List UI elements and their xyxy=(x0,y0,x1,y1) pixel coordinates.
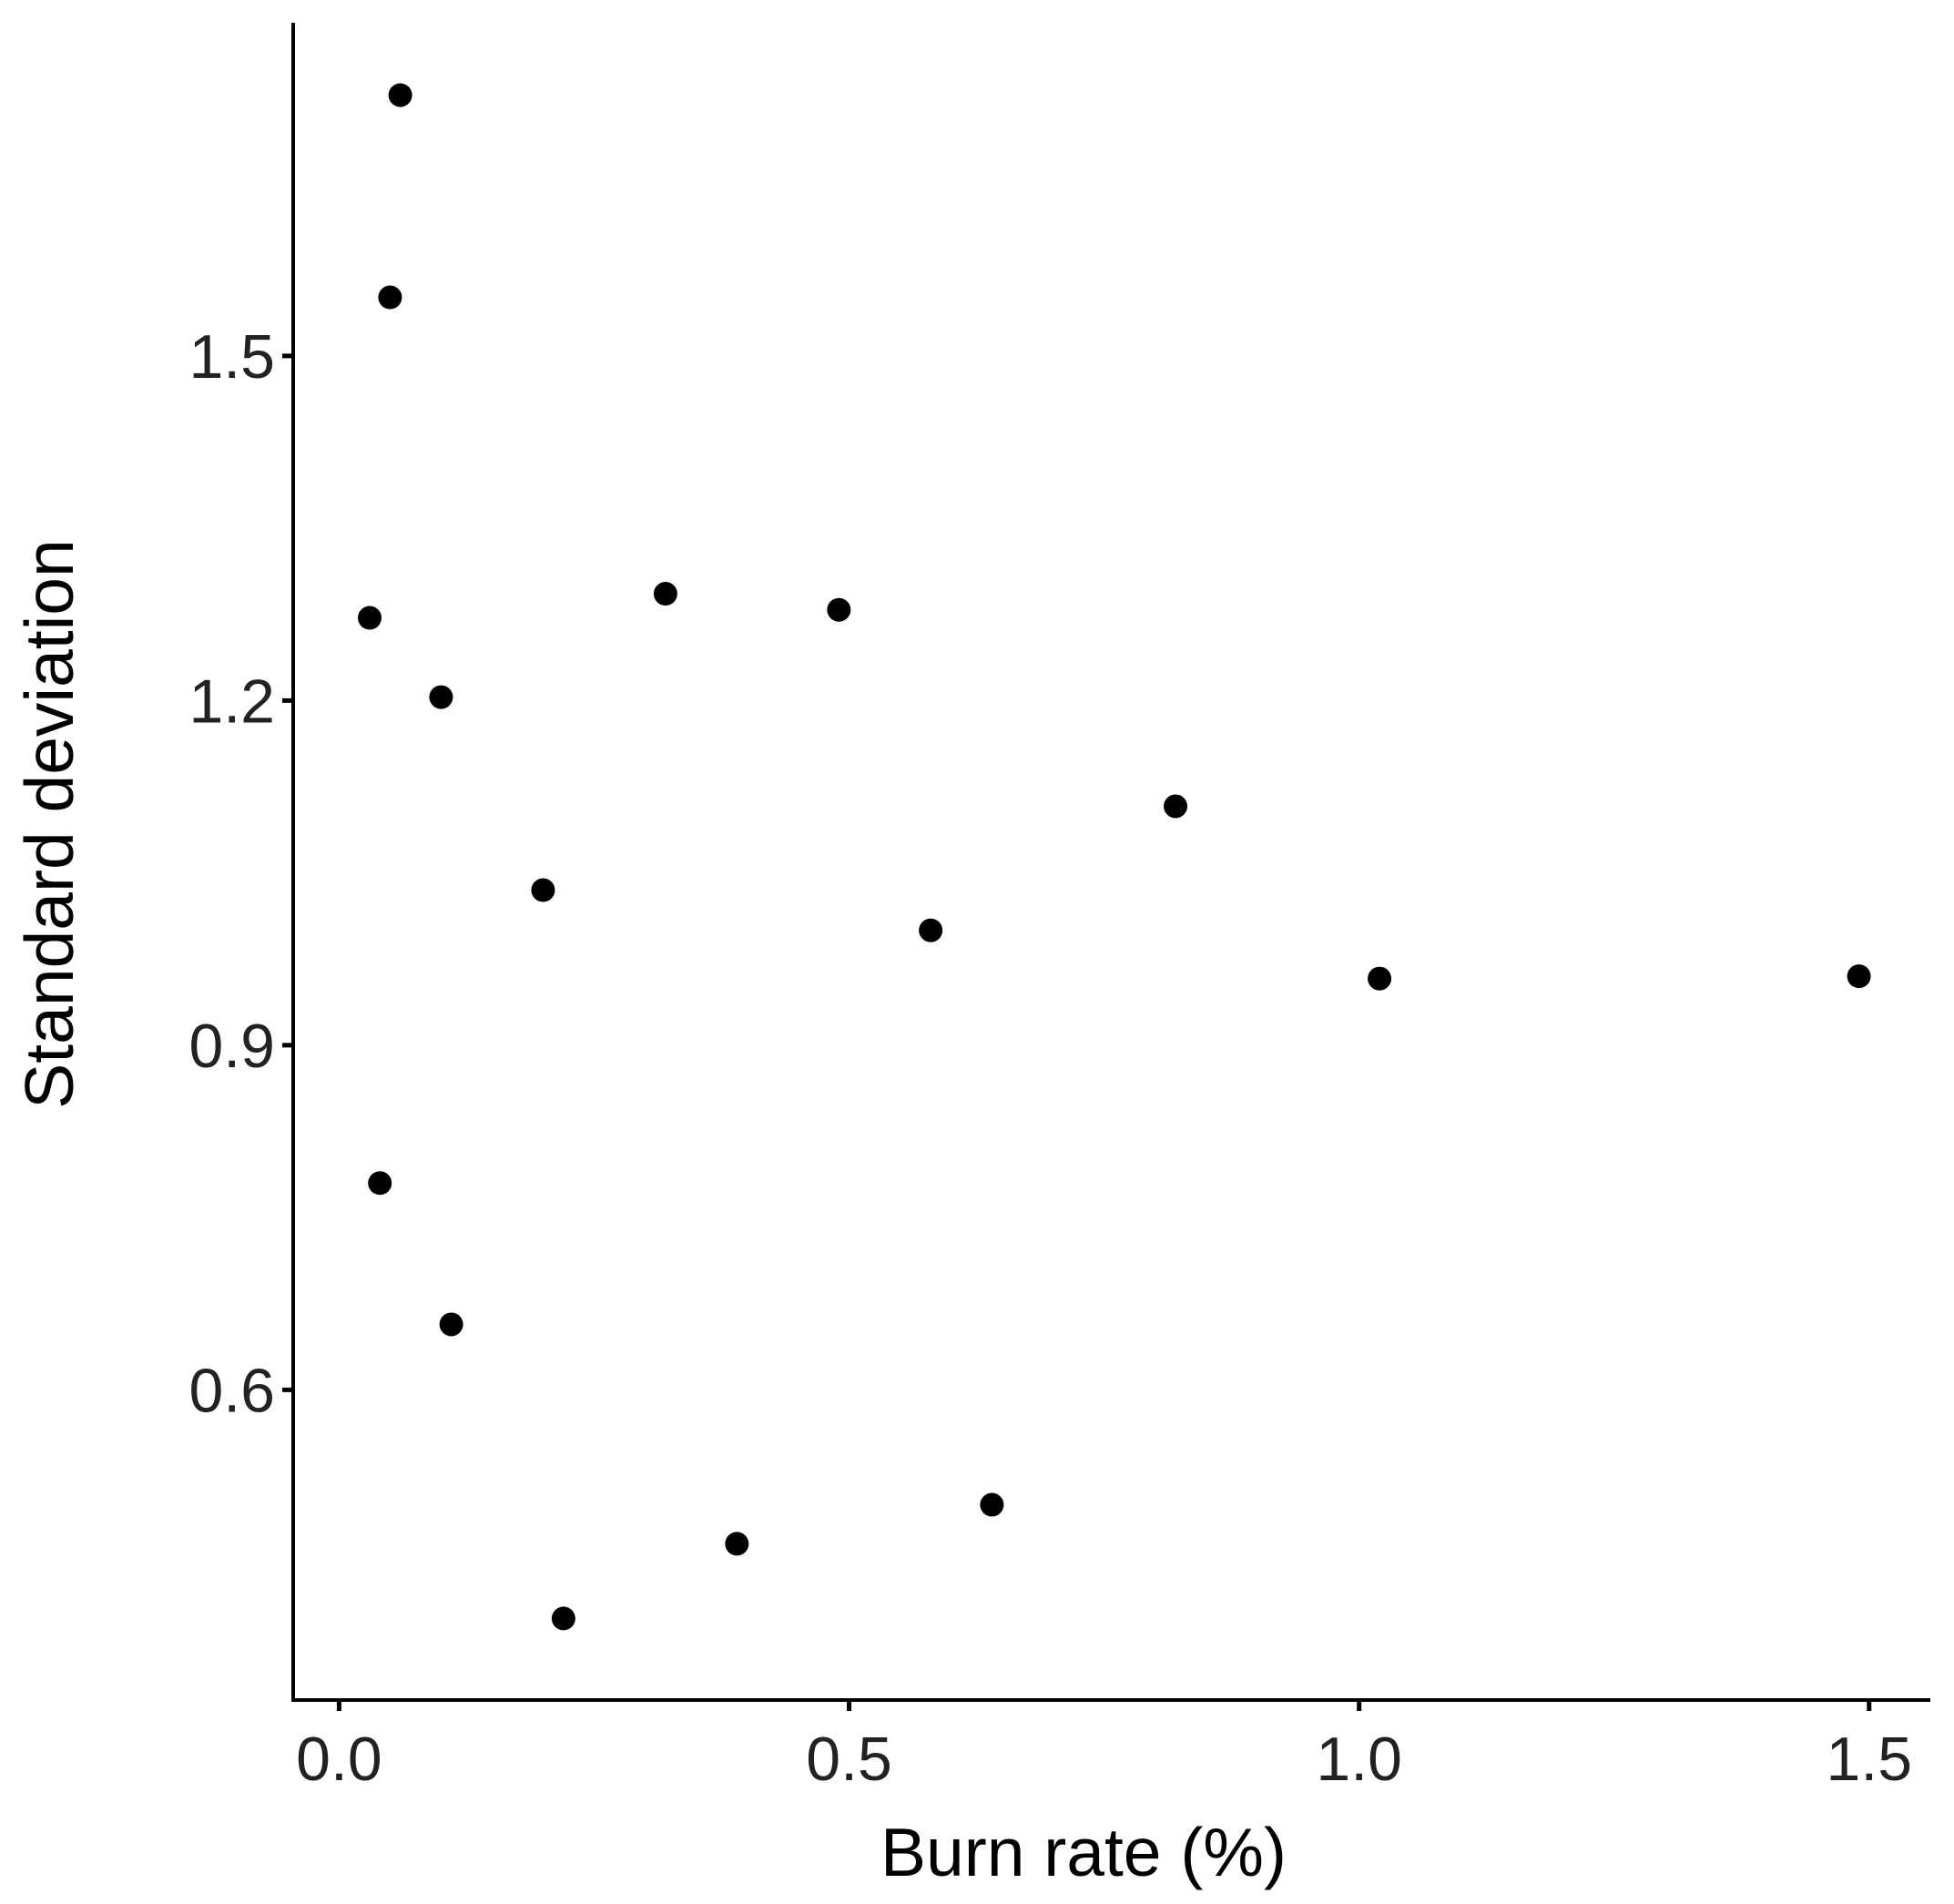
plot-area: 0.6 0.9 1.2 1.5 0.0 0.5 1.0 1.5 xyxy=(188,23,1930,1794)
x-axis-title: Burn rate (%) xyxy=(880,1814,1287,1890)
x-tick-label: 1.5 xyxy=(1827,1725,1913,1794)
scatter-point xyxy=(653,582,677,606)
scatter-point xyxy=(551,1606,575,1631)
y-tick-label: 0.6 xyxy=(188,1356,275,1425)
scatter-point xyxy=(1164,794,1188,819)
scatter-point xyxy=(919,918,943,942)
y-tick-label: 1.5 xyxy=(188,322,275,392)
x-ticks: 0.0 0.5 1.0 1.5 xyxy=(296,1700,1912,1794)
y-tick-label: 1.2 xyxy=(188,667,275,736)
scatter-point xyxy=(1847,964,1871,989)
y-ticks: 0.6 0.9 1.2 1.5 xyxy=(188,322,293,1425)
y-tick-label: 0.9 xyxy=(188,1012,275,1081)
scatter-point xyxy=(531,878,555,902)
data-points xyxy=(358,83,1871,1631)
x-tick-label: 0.0 xyxy=(296,1725,382,1794)
scatter-point xyxy=(725,1532,749,1556)
scatter-point xyxy=(429,685,453,709)
scatter-point xyxy=(827,597,851,622)
x-tick-label: 0.5 xyxy=(806,1725,892,1794)
x-tick-label: 1.0 xyxy=(1316,1725,1402,1794)
scatter-point xyxy=(368,1171,392,1196)
scatter-point xyxy=(388,83,412,107)
y-axis-title: Standard deviation xyxy=(11,539,87,1108)
scatter-point xyxy=(358,606,382,630)
scatter-point xyxy=(980,1492,1004,1517)
scatter-point xyxy=(378,285,402,310)
scatter-point xyxy=(439,1312,463,1337)
scatter-point xyxy=(1368,966,1392,991)
